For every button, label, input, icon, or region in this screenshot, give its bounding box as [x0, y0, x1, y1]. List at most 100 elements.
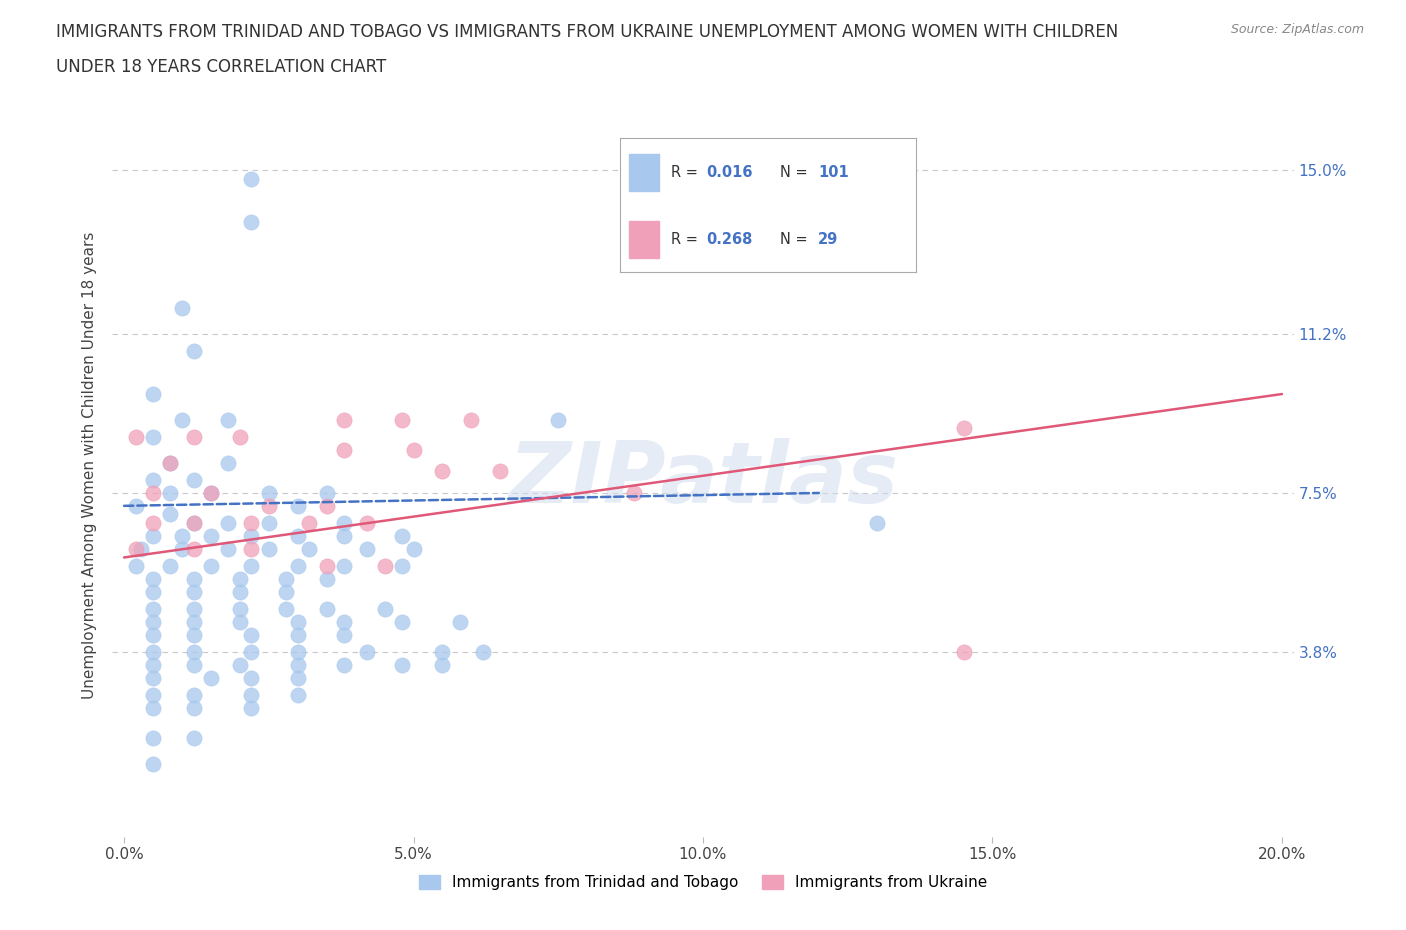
Point: [240, 171, 263, 186]
Point: [229, 615, 252, 630]
Legend: Immigrants from Trinidad and Tobago, Immigrants from Ukraine: Immigrants from Trinidad and Tobago, Imm…: [412, 869, 994, 897]
Point: [200, 528, 222, 543]
Point: [142, 615, 165, 630]
Point: [240, 671, 263, 685]
Point: [217, 515, 239, 530]
Point: [257, 541, 280, 556]
Point: [159, 485, 181, 500]
Point: [124, 559, 146, 574]
Point: [142, 687, 165, 702]
Point: [142, 515, 165, 530]
Point: [229, 602, 252, 617]
Point: [315, 572, 337, 587]
Text: ZIPatlas: ZIPatlas: [508, 438, 898, 522]
Point: [200, 485, 222, 500]
Point: [287, 528, 309, 543]
Point: [391, 559, 413, 574]
Point: [257, 515, 280, 530]
Point: [183, 515, 205, 530]
Point: [170, 528, 193, 543]
Point: [142, 700, 165, 715]
Point: [229, 584, 252, 599]
Point: [183, 628, 205, 643]
Point: [142, 658, 165, 672]
Point: [142, 602, 165, 617]
Point: [402, 541, 425, 556]
Point: [432, 658, 454, 672]
Point: [183, 615, 205, 630]
Point: [142, 584, 165, 599]
Point: [183, 700, 205, 715]
Point: [472, 644, 495, 659]
Y-axis label: Unemployment Among Women with Children Under 18 years: Unemployment Among Women with Children U…: [82, 232, 97, 698]
Point: [170, 412, 193, 427]
Point: [391, 412, 413, 427]
Point: [183, 472, 205, 487]
Point: [142, 572, 165, 587]
Point: [287, 658, 309, 672]
Point: [391, 658, 413, 672]
Point: [183, 687, 205, 702]
Point: [333, 528, 356, 543]
Point: [287, 687, 309, 702]
Point: [356, 515, 378, 530]
Point: [240, 559, 263, 574]
Point: [315, 485, 337, 500]
Point: [200, 485, 222, 500]
Point: [287, 615, 309, 630]
Point: [287, 644, 309, 659]
Point: [170, 300, 193, 315]
Point: [217, 541, 239, 556]
Point: [217, 456, 239, 471]
Point: [402, 443, 425, 458]
Point: [333, 515, 356, 530]
Point: [315, 602, 337, 617]
Point: [276, 572, 298, 587]
Point: [159, 559, 181, 574]
Point: [623, 485, 645, 500]
Point: [124, 430, 146, 445]
Point: [374, 559, 396, 574]
Point: [170, 541, 193, 556]
Point: [142, 628, 165, 643]
Point: [489, 464, 512, 479]
Point: [276, 584, 298, 599]
Point: [183, 572, 205, 587]
Point: [391, 615, 413, 630]
Point: [200, 559, 222, 574]
Point: [866, 515, 889, 530]
Point: [257, 498, 280, 513]
Point: [131, 541, 153, 556]
Point: [356, 541, 378, 556]
Point: [287, 498, 309, 513]
Point: [432, 464, 454, 479]
Point: [240, 541, 263, 556]
Point: [460, 412, 482, 427]
Point: [183, 644, 205, 659]
Point: [183, 731, 205, 746]
Point: [229, 572, 252, 587]
Point: [183, 343, 205, 358]
Point: [333, 658, 356, 672]
Point: [229, 658, 252, 672]
Point: [159, 507, 181, 522]
Point: [229, 430, 252, 445]
Point: [183, 584, 205, 599]
Point: [952, 421, 974, 436]
Point: [287, 559, 309, 574]
Point: [217, 412, 239, 427]
Point: [159, 456, 181, 471]
Point: [240, 628, 263, 643]
Point: [547, 412, 569, 427]
Point: [183, 658, 205, 672]
Point: [240, 215, 263, 230]
Point: [183, 430, 205, 445]
Point: [333, 615, 356, 630]
Point: [298, 541, 321, 556]
Point: [240, 515, 263, 530]
Text: IMMIGRANTS FROM TRINIDAD AND TOBAGO VS IMMIGRANTS FROM UKRAINE UNEMPLOYMENT AMON: IMMIGRANTS FROM TRINIDAD AND TOBAGO VS I…: [56, 23, 1119, 41]
Point: [142, 387, 165, 402]
Point: [159, 456, 181, 471]
Point: [315, 559, 337, 574]
Point: [333, 443, 356, 458]
